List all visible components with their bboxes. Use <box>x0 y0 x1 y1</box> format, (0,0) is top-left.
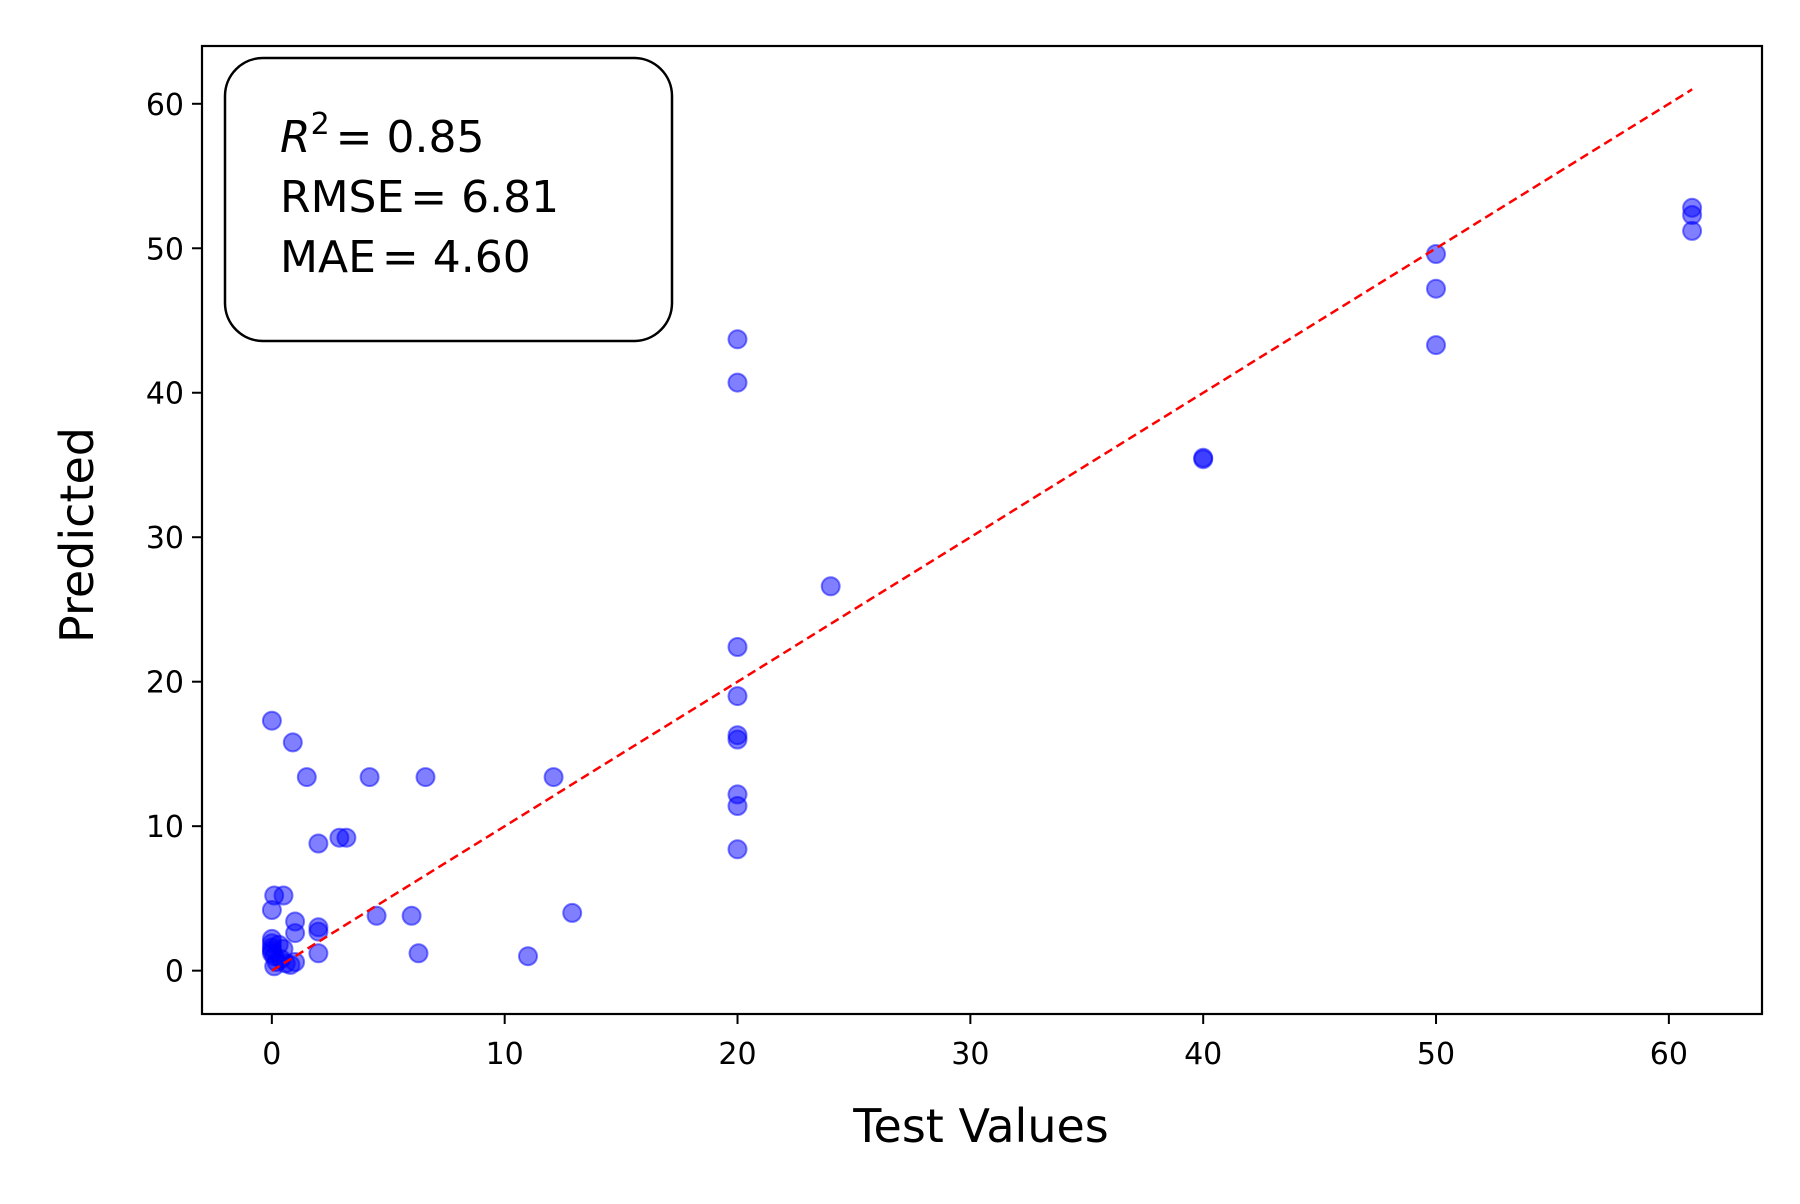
x-tick-label: 0 <box>262 1037 281 1072</box>
plot-area-frame <box>200 44 1764 1016</box>
data-point <box>727 372 748 393</box>
reference-line <box>271 88 1693 972</box>
y-tick-label: 60 <box>146 88 184 123</box>
mae-label: MAE <box>280 232 376 283</box>
data-point <box>562 902 583 923</box>
data-point <box>336 827 357 848</box>
x-tick-label: 50 <box>1417 1037 1455 1072</box>
x-tick-label: 40 <box>1184 1037 1222 1072</box>
data-point <box>543 767 564 788</box>
data-point <box>727 729 748 750</box>
x-tick-label: 30 <box>951 1037 989 1072</box>
x-axis-ticks: 0 10 20 30 40 50 60 <box>262 1014 1688 1072</box>
data-point <box>308 943 329 964</box>
stat-rmse: RMSE = 6.81 <box>280 172 559 223</box>
stat-r2: R2 = 0.85 <box>280 107 485 163</box>
data-point <box>1193 449 1214 470</box>
y-tick-label: 0 <box>165 955 184 990</box>
data-point <box>415 767 436 788</box>
y-tick-label: 30 <box>146 521 184 556</box>
y-tick-label: 20 <box>146 666 184 701</box>
y-tick-label: 40 <box>146 377 184 412</box>
mae-value: = 4.60 <box>382 232 531 283</box>
data-point <box>1426 335 1446 356</box>
data-points <box>261 197 1703 977</box>
y-axis-ticks: 0 10 20 30 40 50 60 <box>146 88 202 990</box>
data-point <box>282 732 303 753</box>
y-tick-label: 50 <box>146 232 184 267</box>
y-tick-label: 10 <box>146 810 184 845</box>
rmse-label: RMSE <box>280 172 404 223</box>
data-point <box>820 576 841 597</box>
stats-box: R2 = 0.85 RMSE = 6.81 MAE = 4.60 <box>223 56 674 343</box>
data-point <box>359 767 380 788</box>
data-point <box>727 796 748 816</box>
stats-box-frame <box>223 56 674 343</box>
data-point <box>401 905 422 926</box>
data-point <box>727 839 748 860</box>
r2-value: = 0.85 <box>336 112 485 163</box>
data-point <box>273 885 294 906</box>
data-point <box>308 833 329 854</box>
data-point <box>366 905 387 926</box>
y-axis-title: Predicted <box>50 427 104 643</box>
x-tick-label: 60 <box>1650 1037 1688 1072</box>
data-point <box>1682 220 1703 241</box>
x-tick-label: 20 <box>718 1037 756 1072</box>
data-point <box>296 767 317 788</box>
data-point <box>308 921 329 942</box>
data-point <box>727 686 748 707</box>
stat-mae: MAE = 4.60 <box>280 232 531 283</box>
x-tick-label: 10 <box>486 1037 524 1072</box>
data-point <box>285 952 306 972</box>
r2-symbol: R <box>280 112 311 163</box>
data-point <box>261 710 282 731</box>
x-axis-title: Test Values <box>852 1099 1109 1153</box>
data-point <box>285 923 306 944</box>
rmse-value: = 6.81 <box>410 172 559 223</box>
data-point <box>727 637 748 657</box>
data-point <box>408 943 429 964</box>
r2-exponent: 2 <box>311 107 330 142</box>
data-point <box>727 329 748 350</box>
data-point <box>1426 244 1446 264</box>
data-point <box>1426 278 1446 299</box>
data-point <box>518 946 538 967</box>
